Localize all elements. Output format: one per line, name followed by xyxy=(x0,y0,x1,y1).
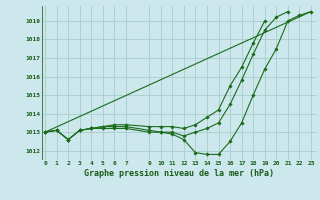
X-axis label: Graphe pression niveau de la mer (hPa): Graphe pression niveau de la mer (hPa) xyxy=(84,169,274,178)
